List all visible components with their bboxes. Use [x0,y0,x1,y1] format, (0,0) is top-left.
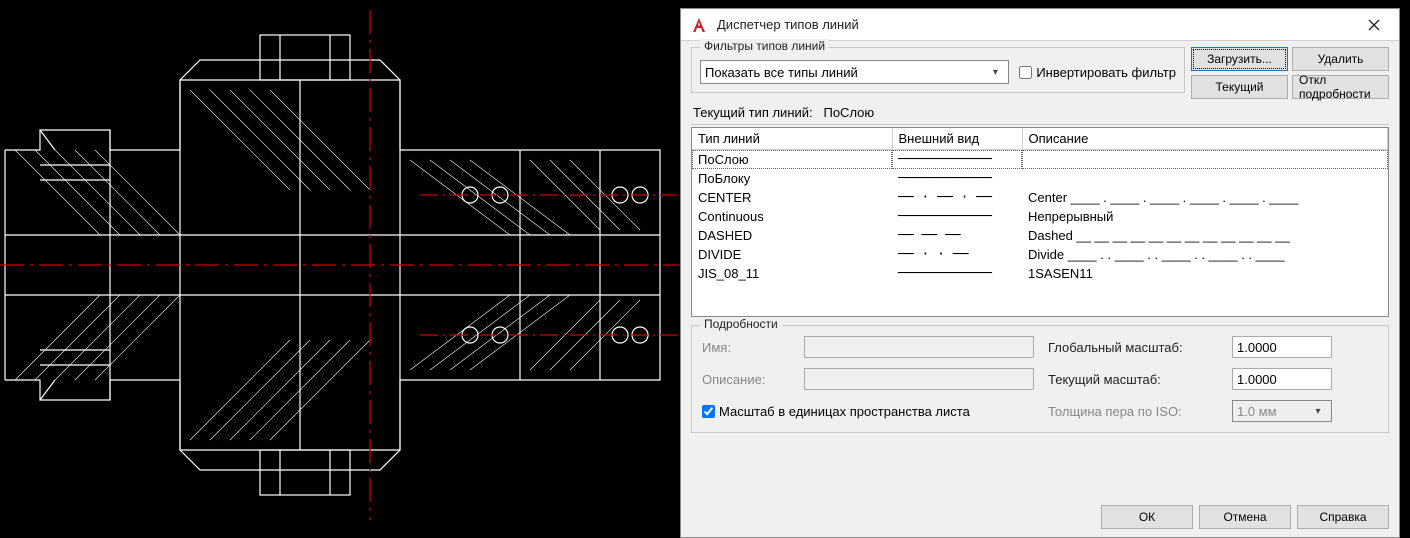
iso-pen-combo: 1.0 мм ▾ [1232,400,1332,422]
details-group: Подробности Имя: Глобальный масштаб: Опи… [691,325,1389,433]
cell-name: ПоБлоку [692,169,892,188]
cell-name: DIVIDE [692,245,892,264]
cell-name: CENTER [692,188,892,207]
chevron-down-icon: ▾ [1309,403,1327,419]
cell-desc: Divide ____ . . ____ . . ____ . . ____ .… [1022,245,1388,264]
chevron-down-icon: ▾ [986,63,1004,81]
cell-name: JIS_08_11 [692,264,892,283]
detail-desc-input [804,368,1034,390]
app-icon [689,15,709,35]
cell-preview: ── · · ── [892,245,1022,264]
cell-preview: ──────────── [892,264,1022,283]
invert-filter-checkbox[interactable]: Инвертировать фильтр [1019,65,1176,80]
cell-preview: ──────────── [892,207,1022,226]
table-row[interactable]: DASHED── ── ──Dashed __ __ __ __ __ __ _… [692,226,1388,245]
col-header-name[interactable]: Тип линий [692,128,892,150]
current-button[interactable]: Текущий [1191,75,1288,99]
cad-drawing-canvas [0,0,680,538]
current-linetype-row: Текущий тип линий: ПоСлою [691,99,1389,125]
invert-filter-label: Инвертировать фильтр [1036,65,1176,80]
filter-combo[interactable]: Показать все типы линий ▾ [700,60,1009,84]
iso-pen-label: Толщина пера по ISO: [1048,404,1218,419]
col-header-desc[interactable]: Описание [1022,128,1388,150]
paper-units-label: Масштаб в единицах пространства листа [719,404,970,419]
cell-preview: ──────────── [892,150,1022,170]
linetype-manager-dialog: Диспетчер типов линий Фильтры типов лини… [680,8,1400,538]
table-row[interactable]: DIVIDE── · · ──Divide ____ . . ____ . . … [692,245,1388,264]
cell-preview: ──────────── [892,169,1022,188]
global-scale-input[interactable] [1232,336,1332,358]
delete-button[interactable]: Удалить [1292,47,1389,71]
cell-name: Continuous [692,207,892,226]
filters-legend: Фильтры типов линий [700,39,829,53]
cell-name: DASHED [692,226,892,245]
cell-desc: 1SASEN11 [1022,264,1388,283]
load-button[interactable]: Загрузить... [1191,47,1288,71]
cell-preview: ── ── ── [892,226,1022,245]
cell-preview: ── · ── · ── [892,188,1022,207]
table-row[interactable]: ПоБлоку──────────── [692,169,1388,188]
table-scroll[interactable]: Тип линий Внешний вид Описание ПоСлою───… [692,128,1388,316]
toggle-details-button[interactable]: Откл подробности [1292,75,1389,99]
dialog-title: Диспетчер типов линий [717,17,1353,32]
paper-units-checkbox[interactable]: Масштаб в единицах пространства листа [702,404,1034,419]
filters-group: Фильтры типов линий Показать все типы ли… [691,47,1185,93]
details-legend: Подробности [700,317,782,331]
current-scale-input[interactable] [1232,368,1332,390]
cell-name: ПоСлою [692,150,892,170]
close-button[interactable] [1353,11,1395,39]
cell-desc: Center ____ . ____ . ____ . ____ . ____ … [1022,188,1388,207]
col-header-preview[interactable]: Внешний вид [892,128,1022,150]
ok-button[interactable]: ОК [1101,505,1193,529]
table-row[interactable]: JIS_08_11────────────1SASEN11 [692,264,1388,283]
table-row[interactable]: Continuous────────────Непрерывный [692,207,1388,226]
current-linetype-value: ПоСлою [823,105,874,120]
detail-name-label: Имя: [702,340,790,355]
cell-desc [1022,150,1388,170]
help-button[interactable]: Справка [1297,505,1389,529]
cell-desc: Dashed __ __ __ __ __ __ __ __ __ __ __ … [1022,226,1388,245]
current-scale-label: Текущий масштаб: [1048,372,1218,387]
detail-desc-label: Описание: [702,372,790,387]
dialog-footer: ОК Отмена Справка [681,499,1399,537]
table-row[interactable]: CENTER── · ── · ──Center ____ . ____ . _… [692,188,1388,207]
invert-filter-input[interactable] [1019,66,1032,79]
iso-pen-value: 1.0 мм [1237,404,1277,419]
filter-combo-value: Показать все типы линий [705,65,858,80]
paper-units-input[interactable] [702,405,715,418]
cancel-button[interactable]: Отмена [1199,505,1291,529]
cell-desc: Непрерывный [1022,207,1388,226]
action-buttons: Загрузить... Удалить Текущий Откл подроб… [1191,47,1389,99]
current-linetype-label: Текущий тип линий: [693,105,813,120]
table-row[interactable]: ПоСлою──────────── [692,150,1388,170]
detail-name-input [804,336,1034,358]
linetype-table: Тип линий Внешний вид Описание ПоСлою───… [691,127,1389,317]
global-scale-label: Глобальный масштаб: [1048,340,1218,355]
titlebar[interactable]: Диспетчер типов линий [681,9,1399,41]
cell-desc [1022,169,1388,188]
